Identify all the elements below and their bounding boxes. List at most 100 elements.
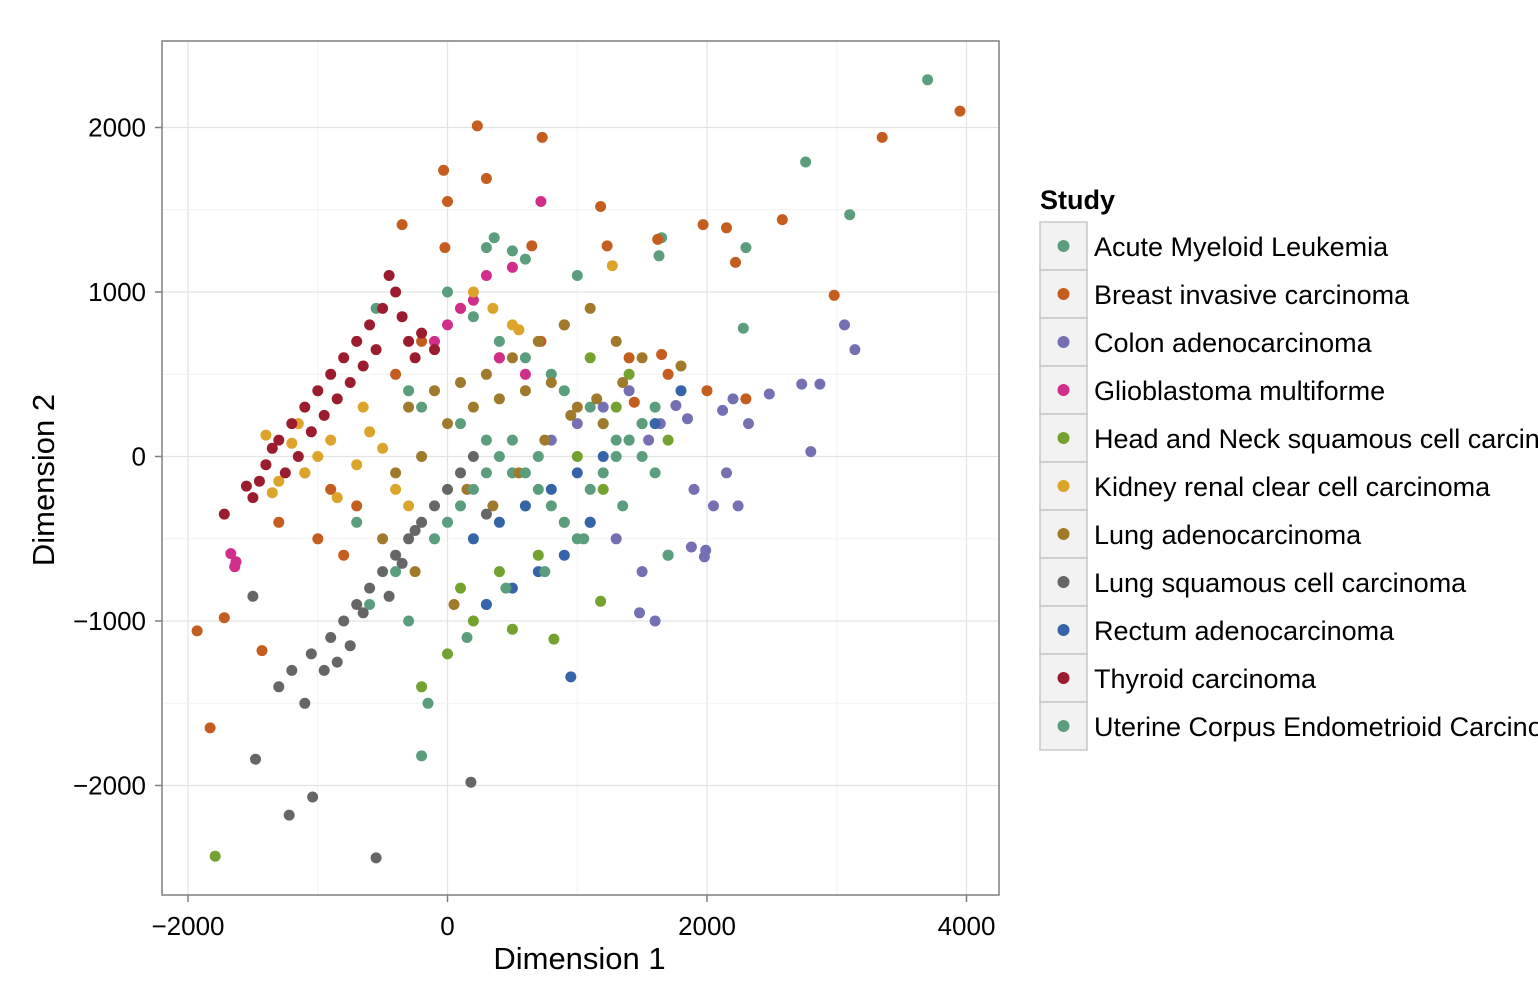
data-point [260, 429, 272, 441]
data-point [721, 467, 732, 479]
data-point [338, 352, 350, 364]
data-point [571, 418, 583, 430]
data-point [299, 697, 311, 709]
legend-label: Breast invasive carcinoma [1094, 280, 1410, 310]
series-points [218, 270, 440, 520]
data-point [597, 418, 609, 430]
data-point [636, 352, 648, 364]
data-point [467, 286, 479, 298]
data-point [292, 451, 304, 462]
legend-item: Uterine Corpus Endometrioid Carcinoma [1039, 701, 1538, 751]
data-point [442, 196, 453, 207]
data-point [519, 253, 531, 265]
data-point [545, 377, 557, 388]
y-tick-label: 0 [132, 442, 146, 472]
data-point [500, 582, 512, 594]
data-point [519, 385, 531, 397]
data-point [286, 664, 298, 676]
data-point [429, 500, 440, 512]
data-point [649, 401, 661, 413]
legend-item: Lung adenocarcinoma [1039, 509, 1362, 559]
data-point [416, 327, 428, 339]
data-point [506, 623, 518, 635]
data-point [610, 533, 622, 545]
data-point [318, 664, 330, 676]
data-point [662, 549, 674, 561]
data-point [643, 434, 655, 446]
data-point [539, 566, 551, 578]
data-point [623, 352, 635, 364]
data-point [480, 434, 492, 446]
data-point [727, 393, 739, 405]
data-point [390, 286, 402, 298]
data-point [649, 615, 661, 627]
data-point [471, 120, 483, 132]
data-point [558, 549, 570, 561]
data-point [849, 344, 861, 356]
legend-item: Acute Myeloid Leukemia [1039, 221, 1389, 271]
legend-key-point [1057, 672, 1070, 684]
legend-label: Lung squamous cell carcinoma [1094, 568, 1467, 598]
legend-key-point [1057, 384, 1070, 396]
data-point [571, 270, 583, 281]
x-tick-label: 4000 [938, 911, 996, 941]
data-point [701, 385, 713, 397]
data-point [409, 566, 421, 578]
data-point [682, 413, 693, 425]
series-points [351, 401, 674, 762]
data-point [649, 467, 661, 479]
data-point [273, 434, 285, 446]
data-point [390, 467, 402, 479]
data-points [191, 74, 966, 864]
data-point [532, 483, 544, 495]
x-tick-label: 2000 [678, 911, 736, 941]
data-point [610, 401, 622, 413]
data-point [325, 368, 337, 380]
data-point [506, 352, 518, 364]
data-point [487, 302, 499, 314]
legend-label: Rectum adenocarcinoma [1094, 616, 1395, 646]
data-point [390, 549, 402, 561]
data-point [839, 319, 850, 331]
data-point [370, 852, 382, 864]
data-point [548, 633, 560, 645]
legend-key-point [1057, 336, 1070, 348]
data-point [357, 401, 369, 413]
legend-key-point [1057, 240, 1070, 252]
data-point [467, 483, 479, 495]
data-point [532, 549, 544, 561]
data-point [493, 393, 505, 405]
data-point [247, 590, 259, 602]
data-point [240, 480, 252, 492]
data-point [584, 302, 596, 314]
legend-item: Kidney renal clear cell carcinoma [1039, 461, 1491, 511]
data-point [480, 508, 492, 520]
data-point [519, 467, 531, 479]
data-point [480, 599, 492, 610]
plot-border [161, 40, 1000, 896]
data-point [558, 319, 570, 331]
data-point [488, 232, 500, 244]
data-point [480, 368, 492, 380]
data-point [351, 599, 363, 610]
series-points [225, 196, 547, 573]
data-point [526, 240, 538, 252]
data-point [571, 467, 583, 479]
data-point [273, 475, 285, 487]
data-point [305, 426, 317, 438]
data-point [279, 467, 291, 479]
data-point [617, 500, 629, 512]
data-point [442, 516, 453, 528]
data-point [467, 451, 479, 462]
data-point [364, 319, 376, 331]
data-point [636, 451, 648, 462]
data-point [506, 245, 518, 257]
data-point [558, 516, 570, 528]
legend-title: Study [1040, 185, 1115, 215]
data-point [191, 625, 203, 637]
data-point [299, 467, 311, 479]
y-tick-label: 1000 [88, 277, 146, 307]
x-tick-label: 0 [440, 911, 454, 941]
data-point [429, 335, 440, 347]
